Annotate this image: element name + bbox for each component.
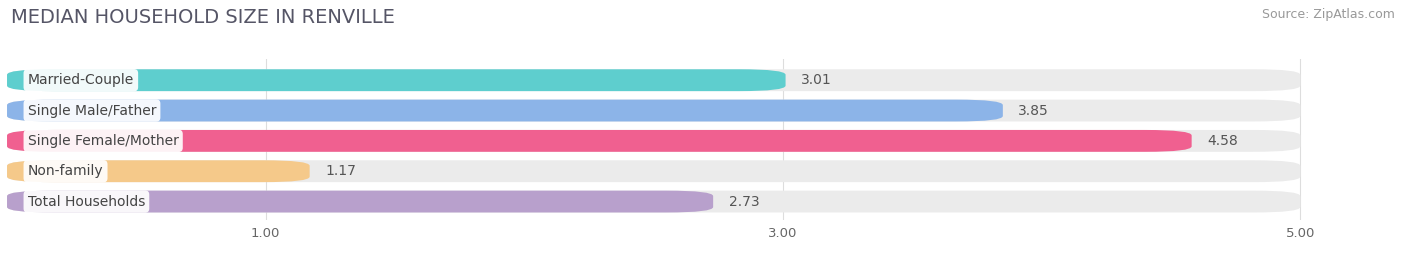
Text: 2.73: 2.73 (728, 195, 759, 209)
FancyBboxPatch shape (7, 160, 309, 182)
Text: 3.85: 3.85 (1018, 103, 1049, 118)
Text: 1.17: 1.17 (325, 164, 356, 178)
FancyBboxPatch shape (7, 191, 1301, 213)
Text: Single Female/Mother: Single Female/Mother (28, 134, 179, 148)
FancyBboxPatch shape (7, 100, 1301, 121)
Text: Source: ZipAtlas.com: Source: ZipAtlas.com (1261, 8, 1395, 21)
Text: MEDIAN HOUSEHOLD SIZE IN RENVILLE: MEDIAN HOUSEHOLD SIZE IN RENVILLE (11, 8, 395, 27)
Text: 3.01: 3.01 (801, 73, 832, 87)
FancyBboxPatch shape (7, 191, 713, 213)
FancyBboxPatch shape (7, 100, 1002, 121)
Text: Single Male/Father: Single Male/Father (28, 103, 156, 118)
Text: Non-family: Non-family (28, 164, 104, 178)
FancyBboxPatch shape (7, 130, 1301, 152)
Text: Married-Couple: Married-Couple (28, 73, 134, 87)
FancyBboxPatch shape (7, 69, 1301, 91)
FancyBboxPatch shape (7, 69, 786, 91)
FancyBboxPatch shape (7, 130, 1192, 152)
FancyBboxPatch shape (7, 160, 1301, 182)
Text: Total Households: Total Households (28, 195, 145, 209)
Text: 4.58: 4.58 (1208, 134, 1237, 148)
